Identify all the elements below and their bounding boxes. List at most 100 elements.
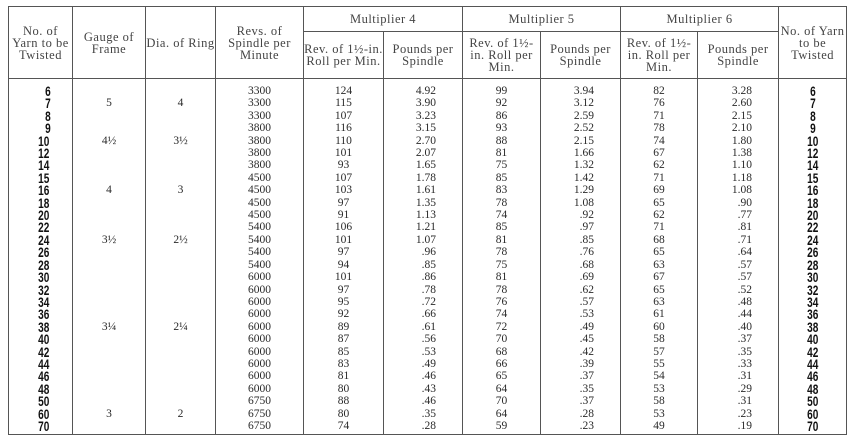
yarn-no-text: 7 bbox=[809, 95, 816, 112]
m6-pounds-cell: .44 bbox=[697, 308, 780, 321]
m5-rev-cell: 83 bbox=[462, 184, 542, 197]
yarn-no-text: 14 bbox=[38, 157, 50, 174]
yarn-no-right-cell: 6 bbox=[778, 78, 848, 98]
ring-cell: 2 bbox=[145, 407, 216, 420]
yarn-no-right-cell: 30 bbox=[778, 270, 848, 284]
gauge-cell: 3 bbox=[72, 407, 146, 420]
m4-pounds-cell: 2.70 bbox=[382, 134, 464, 148]
table-row: 6 3300 124 4.92 99 3.94 82 3.28 6 bbox=[8, 78, 848, 98]
m5-rev-cell: 85 bbox=[462, 171, 542, 185]
gauge-cell bbox=[72, 258, 146, 272]
m6-pounds-cell: .77 bbox=[697, 209, 780, 222]
m4-rev-cell: 101 bbox=[303, 271, 384, 284]
m5-rev-cell: 88 bbox=[462, 134, 542, 148]
ring-cell bbox=[145, 395, 216, 408]
yarn-no-text: 8 bbox=[809, 107, 816, 124]
m4-rev-cell: 103 bbox=[303, 184, 384, 197]
m6-pounds-cell: .31 bbox=[697, 370, 780, 383]
m6-pounds-cell: 1.80 bbox=[697, 134, 780, 148]
gauge-cell bbox=[72, 345, 146, 358]
m6-pounds-cell: .19 bbox=[697, 419, 780, 436]
spindle-revs-cell: 3800 bbox=[215, 122, 304, 135]
m4-pounds-cell: .66 bbox=[382, 308, 464, 321]
gauge-cell bbox=[72, 357, 146, 371]
m5-rev-cell: 75 bbox=[462, 159, 542, 172]
m4-rev-cell: 115 bbox=[303, 97, 384, 110]
table-row: 38 3¼ 2¼ 6000 89.61 72.49 60.40 38 bbox=[8, 319, 848, 334]
table-row: 12 3800 101 2.07 81 1.66 67 1.38 12 bbox=[8, 146, 848, 160]
m6-pounds-cell: .90 bbox=[697, 196, 780, 210]
m5-rev-cell: 65 bbox=[462, 370, 542, 383]
m5-pounds-cell: 1.32 bbox=[540, 159, 622, 172]
m5-rev-cell: 78 bbox=[462, 283, 542, 296]
m6-pounds-cell: .71 bbox=[697, 233, 780, 247]
m4-rev-cell: 89 bbox=[303, 320, 384, 334]
m5-rev-cell: 74 bbox=[462, 209, 542, 222]
m4-rev-cell: 101 bbox=[303, 147, 384, 160]
m6-pounds-cell: .40 bbox=[697, 320, 780, 334]
yarn-no-right-cell: 48 bbox=[778, 382, 848, 396]
ring-cell bbox=[145, 283, 216, 296]
m6-pounds-cell: .29 bbox=[697, 382, 780, 396]
ring-cell bbox=[145, 196, 216, 210]
yarn-no-right-cell: 38 bbox=[778, 319, 848, 334]
m6-rev-cell: 65 bbox=[620, 196, 699, 210]
yarn-no-cell: 7 bbox=[8, 96, 73, 111]
gauge-cell: 4½ bbox=[72, 134, 146, 148]
header-m6-rev: Rev. of 1½-in. Roll per Min. bbox=[620, 31, 699, 79]
m6-rev-cell: 53 bbox=[620, 407, 699, 420]
yarn-no-text: 15 bbox=[38, 169, 50, 186]
yarn-no-text: 24 bbox=[38, 231, 50, 248]
yarn-no-text: 14 bbox=[806, 157, 819, 174]
m6-pounds-cell: .31 bbox=[697, 395, 780, 408]
m6-rev-cell: 53 bbox=[620, 382, 699, 396]
m5-rev-cell: 72 bbox=[462, 320, 542, 334]
m4-pounds-cell: 3.23 bbox=[382, 109, 464, 123]
m6-pounds-cell: .57 bbox=[697, 271, 780, 284]
header-ring: Dia. of Ring bbox=[145, 6, 216, 79]
gauge-cell bbox=[72, 419, 146, 436]
m4-rev-cell: 116 bbox=[303, 122, 384, 135]
yarn-no-right-cell: 24 bbox=[778, 231, 848, 248]
m6-pounds-cell: 3.28 bbox=[697, 78, 780, 98]
m5-pounds-cell: 2.15 bbox=[540, 134, 622, 148]
yarn-no-right-cell: 9 bbox=[778, 121, 848, 135]
yarn-no-text: 20 bbox=[38, 207, 50, 224]
yarn-no-cell: 8 bbox=[8, 109, 73, 123]
table-row: 14 3800 93 1.65 75 1.32 62 1.10 14 bbox=[8, 157, 848, 174]
m5-pounds-cell: .76 bbox=[540, 246, 622, 259]
yarn-no-text: 15 bbox=[806, 169, 819, 186]
spindle-revs-cell: 6000 bbox=[215, 320, 304, 334]
table-row: 60 3 2 6750 80.35 64.28 53.23 60 bbox=[8, 406, 848, 421]
yarn-no-right-cell: 40 bbox=[778, 332, 848, 346]
m5-pounds-cell: .68 bbox=[540, 258, 622, 272]
m6-pounds-cell: .64 bbox=[697, 246, 780, 259]
m5-rev-cell: 70 bbox=[462, 333, 542, 346]
table-row: 32 6000 97.78 78.62 65.52 32 bbox=[8, 282, 848, 297]
m5-pounds-cell: .37 bbox=[540, 370, 622, 383]
m4-rev-cell: 97 bbox=[303, 196, 384, 210]
gauge-cell bbox=[72, 246, 146, 259]
m6-rev-cell: 58 bbox=[620, 395, 699, 408]
yarn-no-cell: 6 bbox=[8, 78, 73, 98]
gauge-cell bbox=[72, 147, 146, 160]
m4-rev-cell: 97 bbox=[303, 283, 384, 296]
ring-cell bbox=[145, 357, 216, 371]
m6-pounds-cell: .48 bbox=[697, 295, 780, 309]
m4-pounds-cell: 4.92 bbox=[382, 78, 464, 98]
yarn-no-text: 50 bbox=[806, 393, 819, 410]
m6-pounds-cell: 1.18 bbox=[697, 171, 780, 185]
table-row: 16 4 3 4500 103 1.61 83 1.29 69 1.08 16 bbox=[8, 182, 848, 199]
spindle-revs-cell: 6000 bbox=[215, 370, 304, 383]
header-m4-pounds: Pounds per Spindle bbox=[382, 31, 464, 79]
m4-rev-cell: 80 bbox=[303, 407, 384, 420]
yarn-no-text: 9 bbox=[45, 120, 51, 137]
yarn-no-text: 28 bbox=[806, 256, 819, 273]
spindle-revs-cell: 6000 bbox=[215, 283, 304, 296]
yarn-no-text: 18 bbox=[806, 194, 819, 211]
m5-rev-cell: 75 bbox=[462, 258, 542, 272]
yarn-no-text: 24 bbox=[806, 231, 819, 248]
yarn-no-text: 16 bbox=[806, 182, 819, 199]
yarn-no-right-cell: 26 bbox=[778, 245, 848, 260]
ring-cell bbox=[145, 295, 216, 309]
